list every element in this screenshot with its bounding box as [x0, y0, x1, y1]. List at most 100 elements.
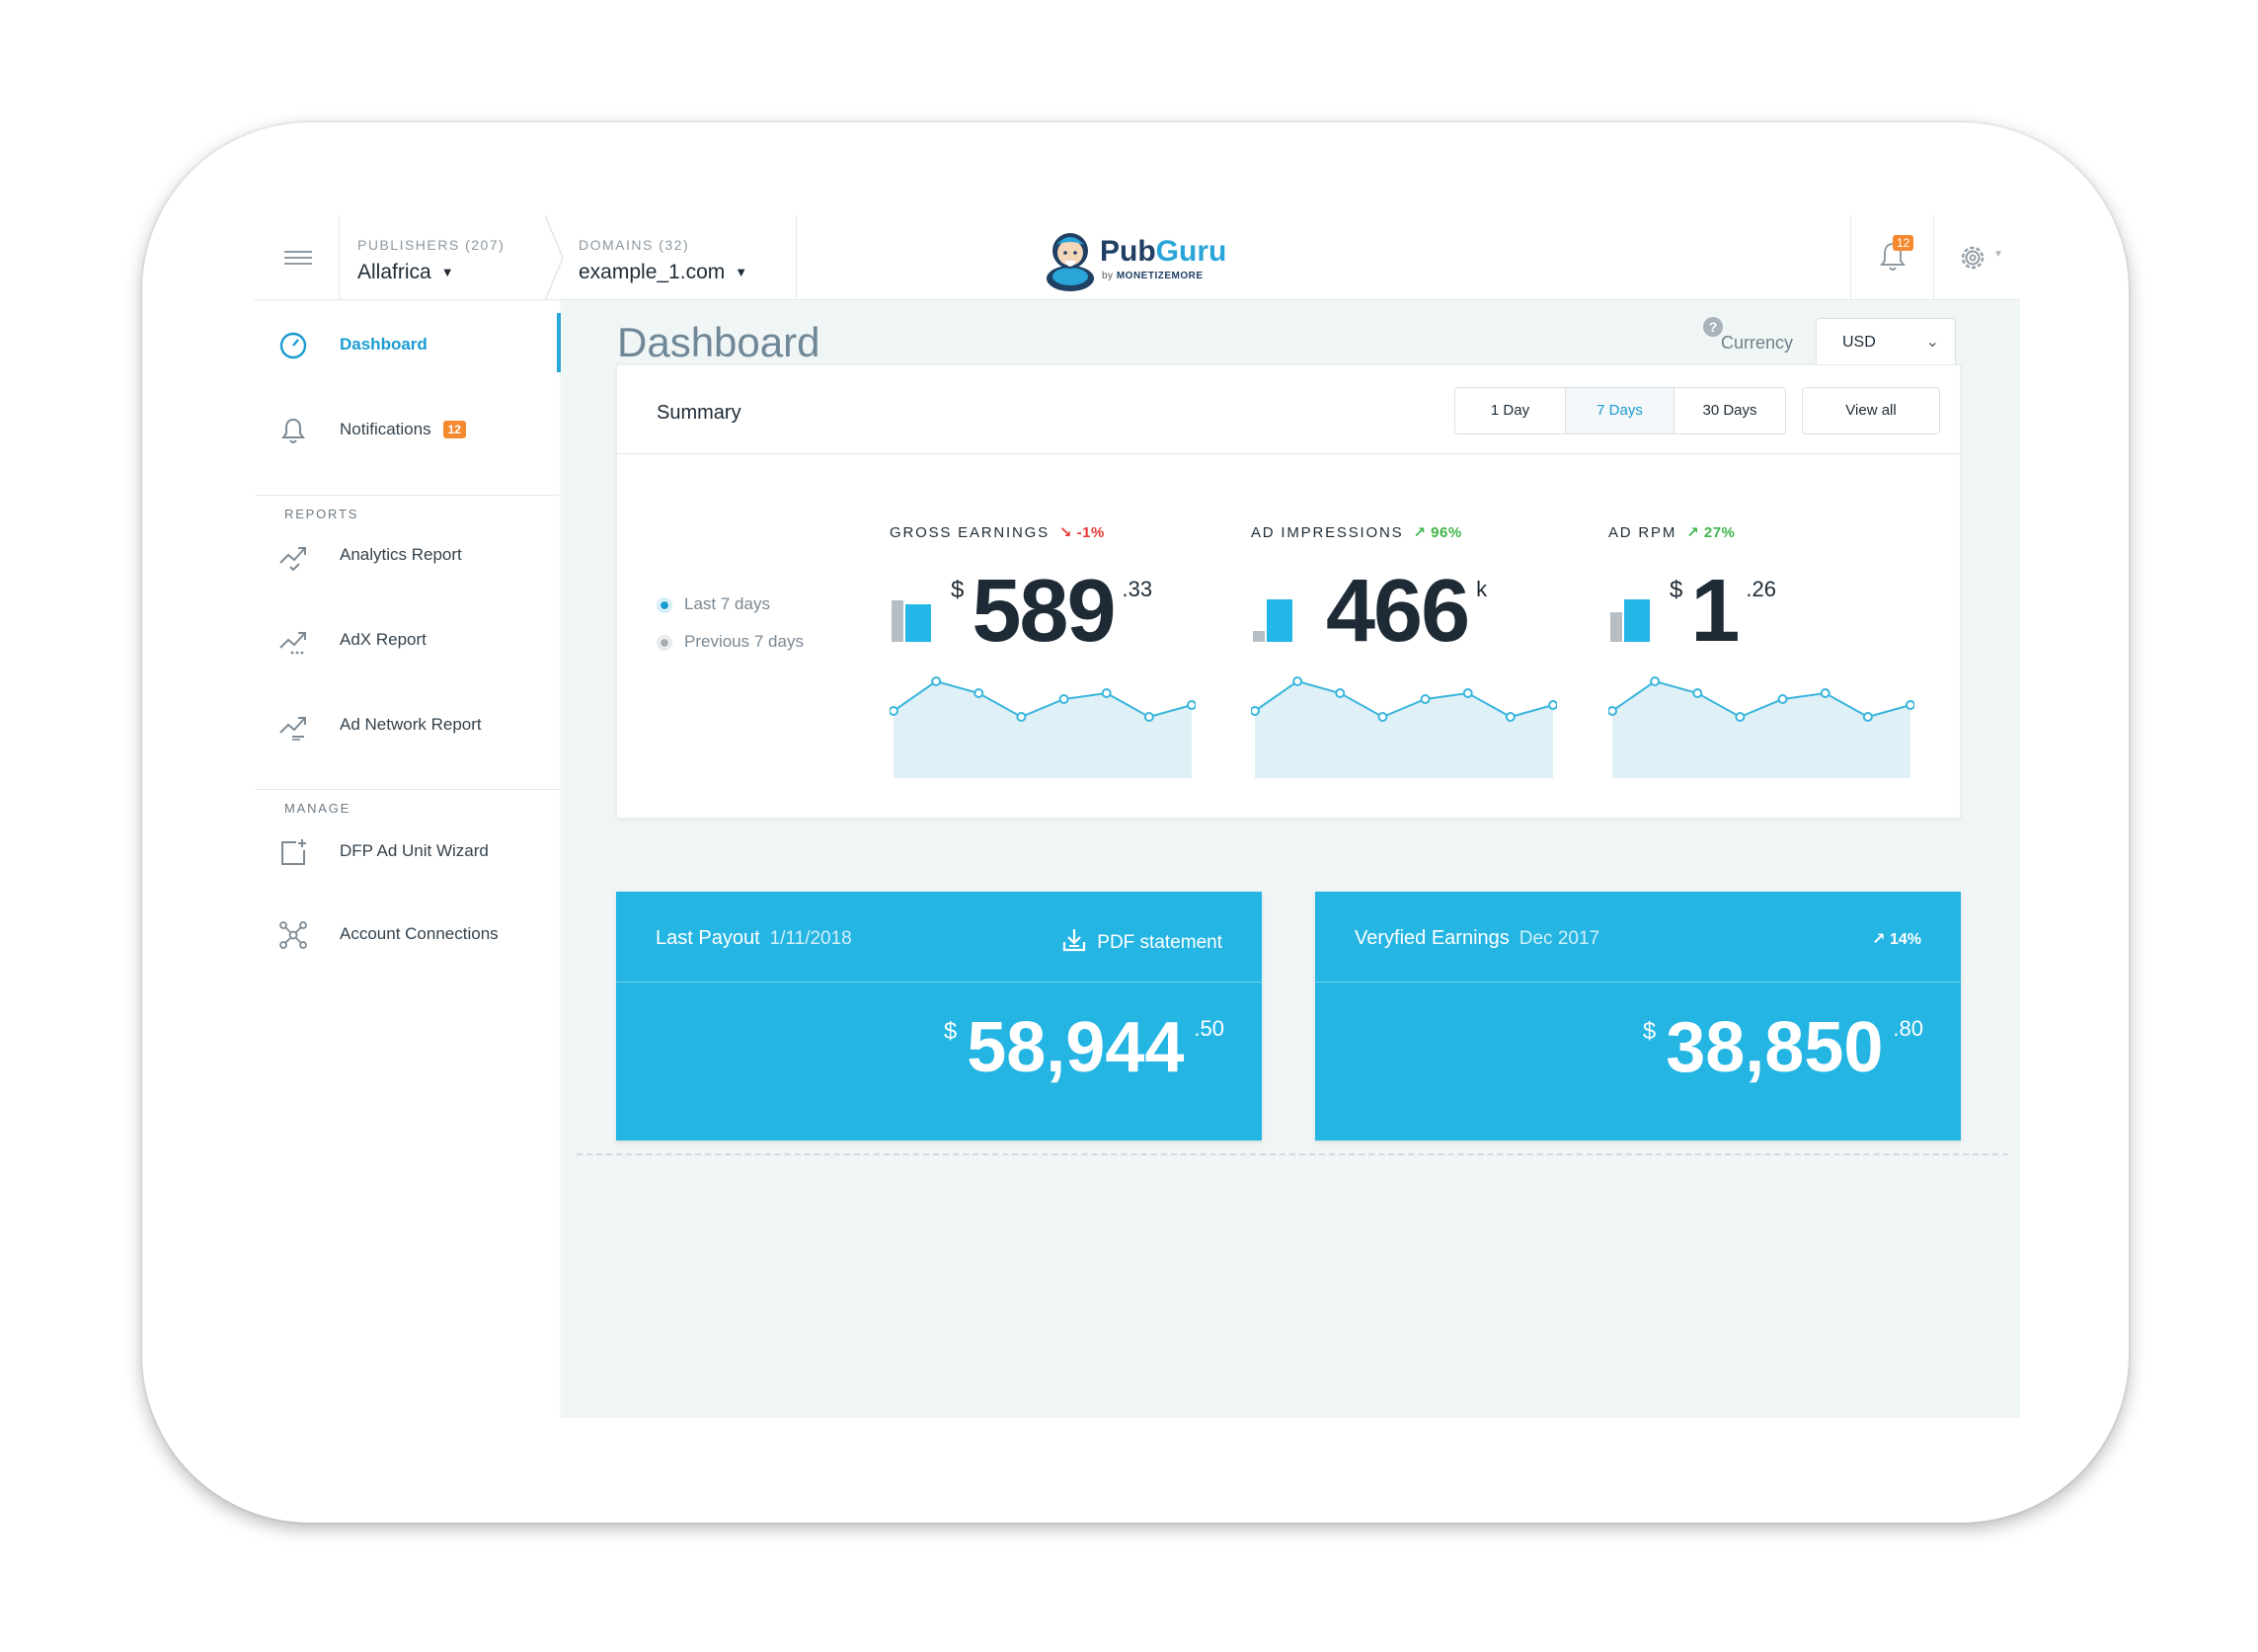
earnings-delta: ↗ 14%: [1872, 931, 1921, 948]
metric-title: GROSS EARNINGS: [890, 524, 1050, 541]
sparkline-point: [1650, 676, 1661, 686]
divider: [796, 215, 797, 300]
logo-pub-text: Pub: [1100, 235, 1156, 268]
breadcrumb-chevron-icon: [544, 215, 564, 300]
top-bar: PUBLISHERS (207) Allafrica ▼ DOMAINS (32)…: [255, 215, 2020, 300]
legend-label: Previous 7 days: [684, 632, 804, 651]
metric-title: AD RPM: [1608, 524, 1677, 541]
metric-ad-rpm: AD RPM ↗ 27% $1.26: [1608, 523, 1924, 800]
sparkline-line: [893, 679, 1193, 719]
metric-delta: ↗ 27%: [1686, 524, 1736, 541]
sparkline: [1608, 676, 1914, 778]
metric-suffix: .26: [1746, 577, 1777, 601]
notifications-button[interactable]: 12: [1850, 215, 1933, 300]
sparkline: [1251, 676, 1557, 778]
sidebar-item-label: Ad Network Report: [340, 715, 482, 734]
sidebar-item-dfp-ad-unit-wizard[interactable]: DFP Ad Unit Wizard: [255, 820, 561, 879]
trend-icon: [279, 547, 306, 571]
page-title: Dashboard: [617, 319, 820, 365]
range-30-days[interactable]: 30 Days: [1702, 402, 1757, 419]
verified-earnings-card: Veryfied Earnings Dec 2017 ↗ 14% $38,850.…: [1315, 892, 1961, 1141]
metric-value: 1: [1690, 562, 1740, 661]
chevron-down-icon: ⌄: [1925, 334, 1939, 351]
sparkline-point: [1292, 676, 1303, 686]
sidebar-item-dashboard[interactable]: Dashboard: [255, 313, 561, 372]
sidebar-item-label: Account Connections: [340, 924, 499, 943]
settings-button[interactable]: ▼: [1933, 215, 2020, 300]
domain-selector[interactable]: DOMAINS (32) example_1.com ▼: [579, 225, 796, 290]
payout-date: 1/11/2018: [769, 928, 852, 949]
last-payout-card: Last Payout 1/11/2018 PDF statement $58,9…: [616, 892, 1262, 1141]
comparison-bars: [1608, 581, 1656, 642]
divider: [577, 1153, 2008, 1155]
sidebar-item-notifications[interactable]: Notifications 12: [255, 398, 561, 457]
metric-delta: ↗ 96%: [1413, 524, 1462, 541]
comparison-bars: [890, 581, 937, 642]
domain-value: example_1.com: [579, 261, 726, 283]
sidebar-item-account-connections[interactable]: Account Connections: [255, 903, 561, 962]
sparkline-point: [1251, 706, 1260, 716]
pdf-statement-label: PDF statement: [1097, 932, 1222, 953]
sidebar-item-label: DFP Ad Unit Wizard: [340, 841, 489, 860]
metric-value: 466: [1326, 562, 1470, 661]
card-title: Last Payout: [656, 927, 760, 949]
current-bar: [1267, 599, 1292, 642]
currency-label: Currency: [1721, 333, 1794, 353]
sparkline-point: [1187, 700, 1196, 710]
currency-symbol: $: [1642, 1018, 1657, 1045]
speedometer-icon: [279, 332, 307, 359]
publisher-value: Allafrica: [357, 261, 431, 283]
help-icon[interactable]: ?: [1703, 317, 1723, 337]
sparkline-point: [1735, 712, 1746, 722]
sparkline-point: [1505, 712, 1516, 722]
sparkline-point: [931, 676, 942, 686]
reports-section-label: REPORTS: [284, 507, 359, 521]
domain-label: DOMAINS (32): [579, 237, 690, 253]
hamburger-icon[interactable]: [255, 215, 340, 300]
range-7-days[interactable]: 7 Days: [1566, 388, 1674, 433]
publisher-label: PUBLISHERS (207): [357, 237, 506, 253]
sparkline-line: [1611, 679, 1911, 719]
pubguru-logo[interactable]: PubGuru by MONETIZEMORE: [1045, 223, 1242, 294]
app-screen: PUBLISHERS (207) Allafrica ▼ DOMAINS (32)…: [255, 215, 2020, 1418]
guru-mascot-icon: [1047, 233, 1094, 291]
sparkline-point: [1377, 712, 1388, 722]
divider: [255, 495, 561, 496]
sidebar-item-analytics-report[interactable]: Analytics Report: [255, 523, 561, 583]
range-selector: 1 Day 7 Days 30 Days: [1454, 387, 1786, 434]
pdf-statement-link[interactable]: PDF statement: [1061, 927, 1222, 954]
manage-section-label: MANAGE: [284, 801, 351, 816]
view-all-button[interactable]: View all: [1802, 387, 1940, 434]
sparkline-point: [1777, 694, 1788, 704]
sparkline-point: [1906, 700, 1914, 710]
range-1-day[interactable]: 1 Day: [1455, 388, 1566, 433]
summary-panel: Summary 1 Day 7 Days 30 Days View all La…: [616, 364, 1961, 819]
caret-down-icon: ▼: [735, 265, 748, 279]
metric-title: AD IMPRESSIONS: [1251, 524, 1404, 541]
sidebar-item-ad-network-report[interactable]: Ad Network Report: [255, 693, 561, 752]
sidebar-item-adx-report[interactable]: AdX Report: [255, 608, 561, 668]
caret-down-icon: ▼: [440, 265, 454, 279]
sparkline-point: [1608, 706, 1617, 716]
sidebar-item-label: Analytics Report: [340, 545, 462, 564]
card-header: Veryfied Earnings Dec 2017 ↗ 14%: [1315, 892, 1961, 983]
trend-icon: [279, 632, 306, 655]
metric-value: 589: [972, 562, 1116, 661]
sparkline-point: [1462, 688, 1473, 698]
trend-icon: [279, 717, 306, 741]
logo-by-text: by: [1102, 271, 1117, 281]
sparkline-point: [1862, 712, 1873, 722]
verified-cents: .80: [1893, 1016, 1923, 1041]
metric-ad-impressions: AD IMPRESSIONS ↗ 96% 466 k: [1251, 523, 1567, 800]
sparkline-area: [1255, 681, 1553, 778]
gear-icon: [1961, 246, 1985, 270]
previous-bar: [892, 600, 903, 642]
earnings-period: Dec 2017: [1518, 928, 1600, 949]
publisher-selector[interactable]: PUBLISHERS (207) Allafrica ▼: [357, 225, 555, 290]
sidebar-item-label: Dashboard: [340, 335, 428, 354]
currency-select[interactable]: USD ⌄: [1816, 318, 1956, 367]
download-icon: [1063, 929, 1086, 952]
metric-suffix: .33: [1122, 577, 1153, 601]
sidebar-item-label: AdX Report: [340, 630, 427, 649]
sparkline-point: [1016, 712, 1027, 722]
